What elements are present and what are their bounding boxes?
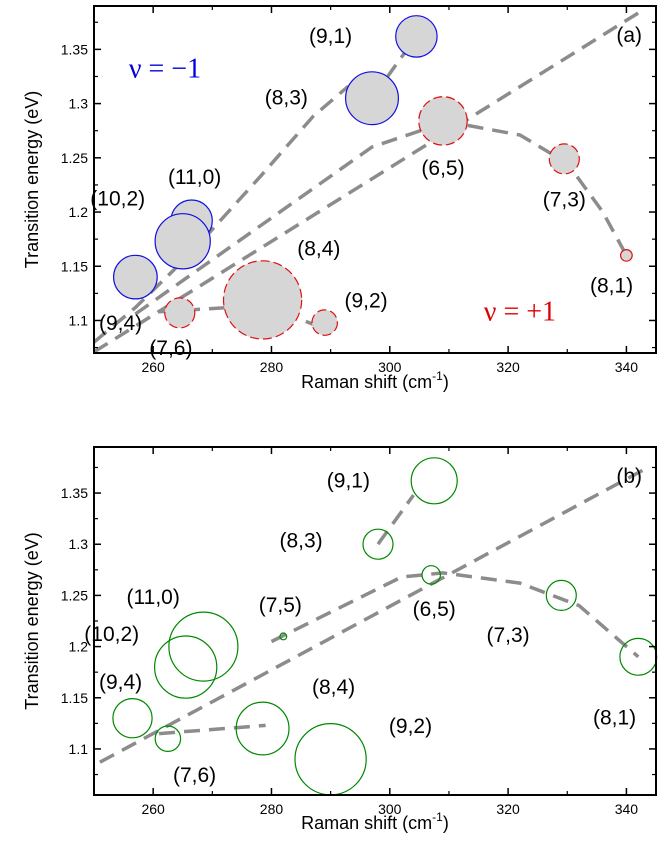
bubble-9-4: [112, 698, 153, 739]
x-tick-label: 320: [496, 359, 520, 375]
y-tick-label: 1.2: [69, 639, 89, 655]
x-axis-title-close: ): [443, 813, 449, 833]
x-tick-label: 260: [141, 801, 165, 817]
nu-plus-label: ν = +1: [484, 296, 556, 327]
trend-line-1: [99, 467, 646, 764]
bubble-6-5: [421, 565, 441, 585]
x-axis-title-main: Raman shift (cm: [301, 813, 432, 833]
panel-label: (a): [616, 24, 642, 47]
y-tick-label: 1.2: [69, 204, 89, 220]
bubble-9-4: [112, 254, 158, 300]
point-label-7-5: (7,5): [259, 594, 302, 617]
x-tick-label: 300: [378, 801, 402, 817]
x-tick-label: 340: [615, 359, 639, 375]
trend-line-1: [93, 7, 646, 354]
point-label-7-3: (7,3): [487, 624, 530, 647]
plot-frame: [93, 446, 657, 796]
y-tick-label: 1.25: [61, 587, 88, 603]
bubble-7-3: [548, 143, 580, 175]
bubble-9-2: [294, 723, 367, 796]
trend-line-3: [376, 494, 415, 546]
point-label-8-1: (8,1): [590, 274, 633, 297]
point-label-6-5: (6,5): [421, 157, 464, 180]
bubble-10-2: [154, 213, 211, 270]
y-tick-label: 1.15: [61, 258, 88, 274]
trend-line-5: [442, 119, 628, 257]
y-tick-label: 1.15: [61, 690, 88, 706]
x-tick-label: 280: [260, 801, 284, 817]
point-label-8-3: (8,3): [280, 530, 323, 553]
bubble-9-1: [395, 15, 438, 58]
bubble-8-3: [345, 71, 400, 126]
nu-minus-label: ν = −1: [129, 53, 201, 84]
y-tick-label: 1.1: [69, 312, 89, 328]
point-label-10-2: (10,2): [90, 188, 145, 211]
point-label-9-2: (9,2): [389, 715, 432, 738]
plot-frame: [93, 5, 657, 354]
point-label-7-6: (7,6): [173, 764, 216, 787]
trend-line-2: [158, 723, 266, 736]
y-axis-title: Transition energy (eV): [22, 532, 42, 709]
trend-line-6: [92, 84, 350, 344]
panel-b: (9,1) (8,3) (6,5) (7,3) (8,1) (7,5) (11,0) (10,…: [22, 446, 658, 833]
y-tick-label: 1.3: [69, 96, 89, 112]
y-tick-label: 1.25: [61, 150, 88, 166]
x-tick-label: 280: [260, 359, 284, 375]
panel-label: (b): [616, 465, 642, 488]
trend-line-2: [134, 121, 444, 316]
point-label-6-5: (6,5): [413, 598, 456, 621]
y-tick-label: 1.35: [61, 485, 88, 501]
x-axis-title: Raman shift (cm-1): [301, 369, 449, 392]
point-label-11-0: (11,0): [127, 586, 180, 609]
x-axis-title: Raman shift (cm-1): [301, 810, 449, 833]
x-axis-title-close: ): [443, 372, 449, 392]
x-axis-title-main: Raman shift (cm: [301, 372, 432, 392]
point-label-9-1: (9,1): [309, 25, 352, 48]
x-tick-label: 320: [496, 801, 520, 817]
bubble-8-4: [222, 260, 303, 340]
bubble-11-0: [168, 611, 239, 682]
bubble-9-2: [311, 309, 338, 336]
bubble-7-5: [279, 632, 288, 641]
bubble-7-3: [545, 579, 577, 612]
panel-a: (9,1) (8,3) (11,0) (10,2) (9,4) (6,5) (7,3) (8,…: [22, 5, 657, 392]
point-label-8-1: (8,1): [593, 707, 636, 730]
point-label-9-4: (9,4): [99, 671, 142, 694]
point-label-7-6: (7,6): [149, 337, 192, 360]
point-label-9-1: (9,1): [327, 469, 370, 492]
point-label-8-4: (8,4): [297, 237, 340, 260]
point-label-7-3: (7,3): [543, 189, 586, 212]
bubble-7-6: [164, 297, 196, 329]
x-axis-title-sup: -1: [432, 810, 443, 824]
y-tick-label: 1.35: [61, 41, 88, 57]
bubble-8-4: [235, 701, 290, 756]
y-tick-label: 1.3: [69, 536, 89, 552]
point-label-9-4: (9,4): [99, 312, 142, 335]
point-label-8-4: (8,4): [312, 676, 355, 699]
point-label-10-2: (10,2): [84, 623, 139, 646]
x-tick-label: 300: [378, 359, 402, 375]
bubble-9-1: [410, 457, 458, 505]
y-tick-label: 1.1: [69, 741, 89, 757]
bubble-8-1: [620, 248, 633, 262]
bubble-7-6: [154, 725, 182, 752]
point-label-8-3: (8,3): [265, 87, 308, 110]
x-tick-label: 260: [141, 359, 165, 375]
bubble-8-3: [362, 528, 394, 560]
point-label-11-0: (11,0): [168, 166, 221, 189]
x-axis-title-sup: -1: [432, 369, 443, 383]
bubble-10-2: [153, 635, 218, 699]
point-label-9-2: (9,2): [345, 289, 388, 312]
trend-line-4: [270, 571, 640, 659]
bubble-6-5: [418, 96, 468, 146]
x-tick-label: 340: [615, 801, 639, 817]
y-axis-title: Transition energy (eV): [22, 91, 42, 268]
